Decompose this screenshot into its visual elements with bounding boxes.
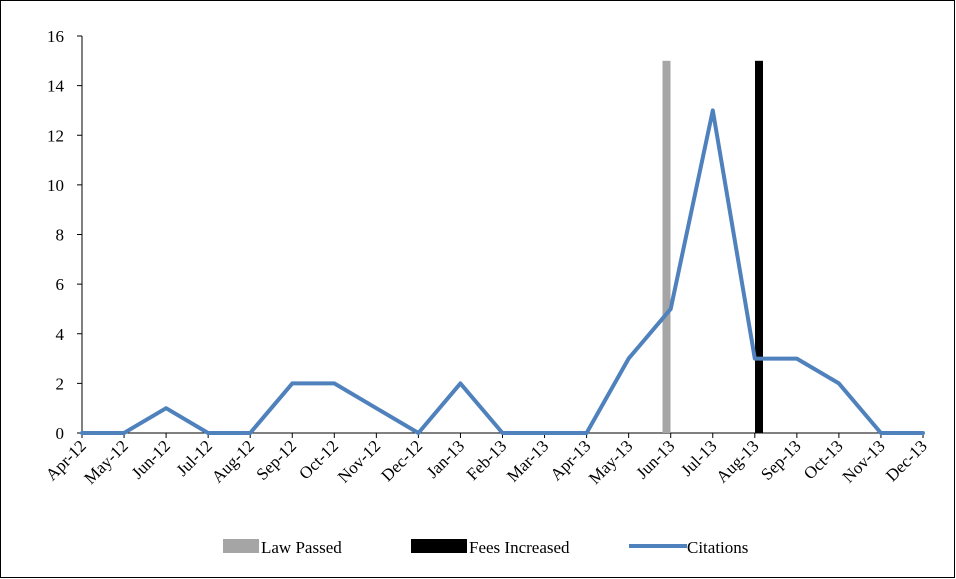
event-markers <box>662 60 764 433</box>
y-tick-label: 6 <box>56 275 65 294</box>
data-point <box>291 382 293 384</box>
x-tick-label: May-12 <box>80 436 131 487</box>
data-point <box>123 432 125 434</box>
y-tick-label: 16 <box>47 27 64 46</box>
data-point <box>586 432 588 434</box>
data-point <box>375 407 377 409</box>
y-tick-label: 2 <box>56 374 65 393</box>
data-point <box>796 358 798 360</box>
x-tick-label: Dec-12 <box>377 436 426 485</box>
x-tick-label: Sep-12 <box>253 436 300 483</box>
data-point <box>207 432 209 434</box>
data-point <box>502 432 503 434</box>
x-tick-label: Sep-13 <box>757 436 804 483</box>
series-lines <box>80 108 925 435</box>
x-tick-label: Nov-12 <box>334 436 384 486</box>
data-point <box>333 382 335 384</box>
data-point <box>249 432 251 434</box>
y-tick-label: 8 <box>56 226 65 245</box>
series-line-citations <box>80 108 925 435</box>
x-tick-label: Jun-12 <box>128 436 174 482</box>
data-point <box>165 407 167 409</box>
legend-label-law-passed: Law Passed <box>261 538 342 557</box>
y-axis: 0 2 4 6 8 10 12 14 16 <box>47 27 83 443</box>
data-point <box>838 382 840 384</box>
marker-bar-fees-increased <box>755 60 764 433</box>
x-tick-label: Jun-13 <box>632 436 678 482</box>
x-tick-label: Oct-13 <box>800 436 847 483</box>
x-tick-label: Nov-13 <box>839 436 889 486</box>
x-tick-label: Aug-12 <box>208 436 258 486</box>
x-tick-label: Aug-13 <box>712 436 762 486</box>
x-tick-label: May-13 <box>585 436 636 487</box>
data-point <box>544 432 546 434</box>
y-tick-label: 14 <box>47 77 65 96</box>
x-tick-label: Feb-13 <box>463 436 510 483</box>
y-tick-label: 4 <box>56 325 65 344</box>
x-tick-label: Mar-13 <box>503 436 552 485</box>
y-tick-label: 10 <box>47 176 64 195</box>
legend-label-citations: Citations <box>687 538 748 557</box>
legend-swatch-fees-increased <box>411 539 467 553</box>
y-tick-label: 12 <box>47 126 64 145</box>
data-point <box>417 432 419 434</box>
data-point <box>712 109 714 111</box>
x-tick-label: Dec-13 <box>882 436 931 485</box>
x-axis: Apr-12May-12Jun-12Jul-12Aug-12Sep-12Oct-… <box>42 432 931 488</box>
legend-label-fees-increased: Fees Increased <box>469 538 570 557</box>
legend-swatch-law-passed <box>223 539 259 553</box>
data-point <box>81 432 83 434</box>
x-tick-label: Jan-13 <box>423 436 468 481</box>
data-point <box>754 358 756 360</box>
data-point <box>670 308 672 310</box>
data-point <box>459 382 461 384</box>
marker-bar-law-passed <box>662 60 671 433</box>
data-point <box>922 432 924 434</box>
data-point <box>880 432 882 434</box>
legend: Law Passed Fees Increased Citations <box>223 538 748 557</box>
x-tick-label: Oct-12 <box>295 436 342 483</box>
data-point <box>628 358 630 360</box>
y-tick-label: 0 <box>56 424 65 443</box>
